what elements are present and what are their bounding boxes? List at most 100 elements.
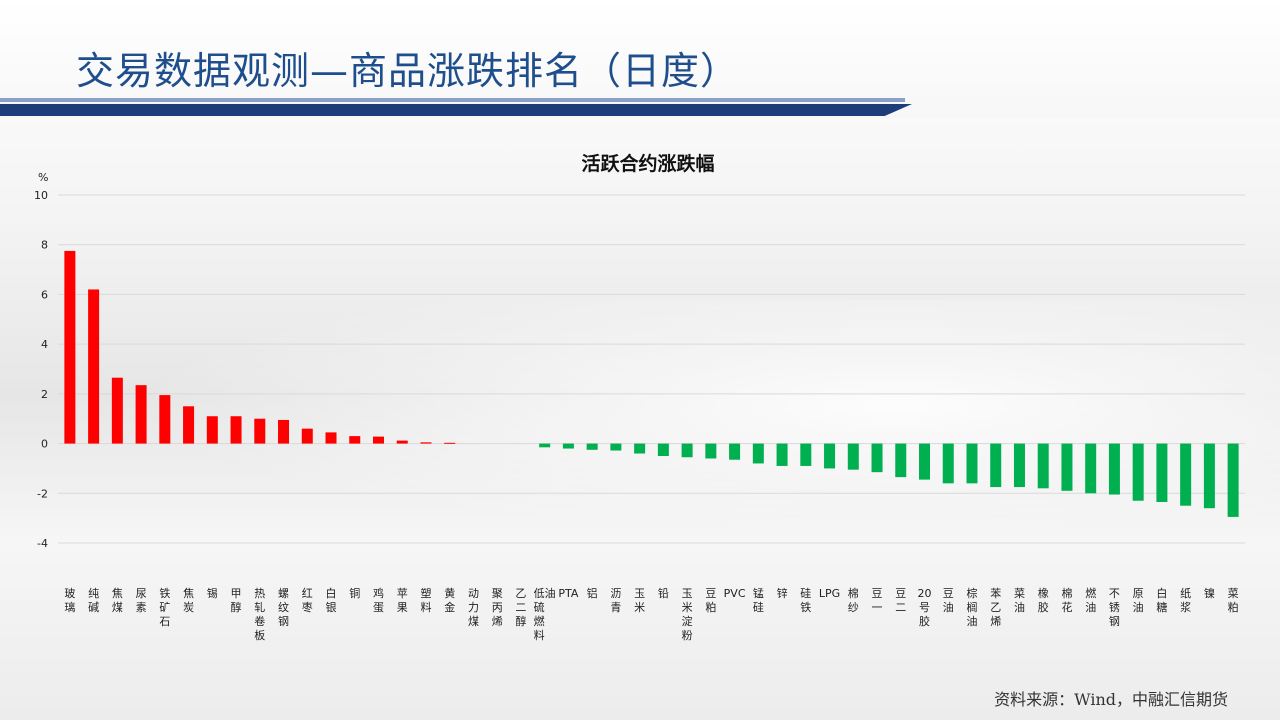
x-tick-label: 豆二 [895,587,906,614]
x-tick-label: 棉花 [1061,586,1072,614]
bar [183,406,195,444]
bar [1180,443,1192,506]
y-tick-label: 0 [41,438,48,451]
bar [705,443,717,459]
bar [847,443,859,470]
x-tick-label: 苯乙烯 [990,586,1001,628]
x-tick-label: 动力煤 [468,587,479,628]
x-tick-label: 纯碱 [88,587,99,614]
bar [444,442,456,444]
bar [420,442,432,444]
y-tick-label: 6 [41,288,48,301]
bar [254,418,266,444]
x-tick-label: 不锈钢 [1109,587,1120,628]
bar [634,443,646,454]
bar [1156,443,1168,502]
x-tick-label: 锡 [207,586,218,600]
bar [111,377,123,444]
bar [1227,443,1239,517]
bar [562,443,574,449]
bar [349,436,361,444]
bar [1132,443,1144,501]
bar [135,385,147,444]
header-rule [0,104,912,116]
bar [325,432,337,444]
x-tick-label: 焦炭 [183,587,194,614]
bar [824,443,836,469]
bar [278,419,290,444]
x-tick-label: 棕榈油 [966,586,977,628]
x-tick-label: 铅 [658,586,669,600]
bar [206,416,218,444]
y-tick-label: 4 [41,338,48,351]
bar [895,443,907,478]
bar [729,443,741,460]
x-tick-label: 锌 [777,586,788,600]
x-tick-label: 20 号胶 [918,587,932,628]
y-tick-label: 10 [34,189,48,202]
x-tick-label: 橡胶 [1038,587,1049,614]
bar [871,443,883,473]
bar [610,443,622,451]
bar [88,289,100,444]
bar [776,443,788,466]
y-tick-label: 2 [41,388,48,401]
x-tick-label: 铁矿石 [159,587,170,628]
x-tick-label: 菜油 [1014,587,1025,614]
bar [1203,443,1215,509]
y-tick-label: -4 [37,537,48,550]
x-tick-label: 豆粕 [705,587,716,614]
x-tick-label: 红枣 [302,587,313,614]
x-tick-label: 白银 [326,586,337,614]
bar [990,443,1002,488]
x-tick-label: 热轧卷板 [254,587,265,642]
header-rule-accent [0,98,905,102]
bars [64,250,1239,517]
bar [942,443,954,484]
bar [586,443,598,450]
bar [1061,443,1073,491]
x-tick-label: 铜 [349,586,360,600]
bar [1037,443,1049,489]
bar [681,443,693,458]
x-tick-label: 乙二醇 [515,587,526,628]
x-tick-label: 棉纱 [848,586,859,614]
x-tick-label: 锰硅 [753,586,764,614]
x-tick-label: 焦煤 [112,587,123,614]
x-tick-label: 纸浆 [1180,587,1191,614]
y-tick-label: 8 [41,239,48,252]
bar [396,440,408,444]
bar [1085,443,1097,494]
x-tick-label: 镍 [1204,586,1215,600]
bar [159,395,171,444]
bar [539,443,551,448]
bar [301,428,313,444]
x-tick-label: 玉米淀粉 [682,587,693,642]
x-tick-label: 甲醇 [231,587,242,614]
source-note: 资料来源：Wind，中融汇信期货 [994,690,1228,709]
x-tick-label: 鸡蛋 [373,586,384,614]
bar [919,443,931,480]
x-tick-label: 白糖 [1156,586,1167,614]
y-axis-ticks: 10 8 6 4 2 0 -2 -4 [34,189,48,550]
x-tick-label: 苹果 [397,586,408,614]
x-tick-label: LPG [819,587,840,600]
bar [1108,443,1120,495]
x-tick-label: 玉米 [634,587,645,614]
x-tick-label: 螺纹钢 [278,587,289,628]
x-tick-label: 豆油 [943,587,954,614]
x-tick-label: 燃油 [1085,586,1096,614]
y-axis-unit: % [38,171,48,184]
bar [372,436,384,444]
bar [230,416,242,444]
x-tick-label: 黄金 [444,586,455,614]
grid-lines [58,194,1245,544]
x-tick-label: 硅铁 [800,587,811,614]
bar [657,443,669,456]
bar [966,443,978,484]
y-tick-label: -2 [37,487,48,500]
bar [1013,443,1025,488]
bar [64,250,76,444]
